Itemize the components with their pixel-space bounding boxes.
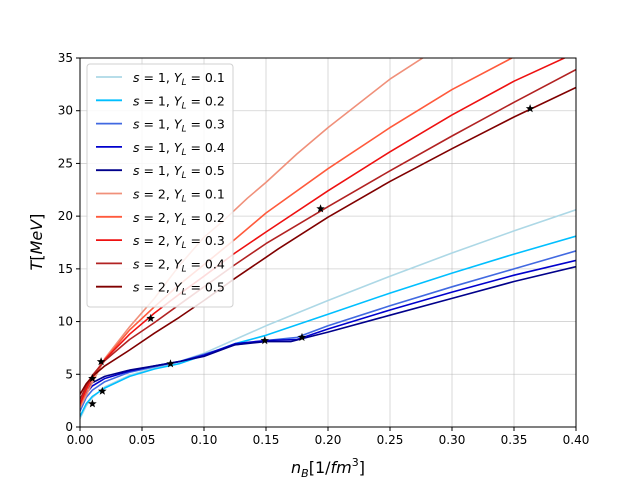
legend-entry: s = 1, YL = 0.3 [133,117,225,135]
star-marker [98,386,107,395]
x-tick-label: 0.00 [67,433,94,447]
y-tick-label: 30 [58,104,73,118]
legend-entry: s = 2, YL = 0.4 [133,256,225,274]
star-marker [96,357,106,366]
x-tick-label: 0.35 [501,433,528,447]
star-markers [88,104,535,408]
y-axis-ticks: 0 5 10 15 20 25 30 35 [58,51,80,434]
x-tick-label: 0.05 [129,433,156,447]
series-line-4 [80,259,576,408]
legend-entry: s = 1, YL = 0.5 [133,163,225,181]
star-marker [146,313,155,322]
legend-entry: s = 2, YL = 0.5 [133,280,225,298]
legend-box [86,63,234,308]
y-tick-label: 5 [65,367,73,381]
x-tick-label: 0.10 [191,433,218,447]
x-tick-label: 0.25 [377,433,404,447]
legend-entry: s = 2, YL = 0.3 [133,233,225,251]
y-tick-label: 0 [65,420,73,434]
star-marker [166,359,175,368]
legend-entry: s = 2, YL = 0.1 [133,187,225,205]
legend: s = 1, YL = 0.1 s = 1, YL = 0.2 s = 1, YL … [86,63,234,308]
x-tick-label: 0.40 [563,433,590,447]
star-marker [297,332,307,341]
star-marker [260,336,269,345]
series-line-5 [80,265,576,405]
x-tick-label: 0.30 [439,433,466,447]
x-tick-label: 0.20 [315,433,342,447]
y-tick-label: 10 [58,315,73,329]
x-tick-label: 0.15 [253,433,280,447]
y-tick-label: 20 [58,209,73,223]
x-axis-ticks: 0.00 0.05 0.10 0.15 0.20 0.25 0.30 0.35 0.40 [67,427,590,447]
legend-entry: s = 2, YL = 0.2 [133,210,225,228]
y-tick-label: 25 [58,156,73,170]
star-marker [88,374,97,383]
star-marker [525,104,535,113]
star-marker [88,399,97,408]
legend-entry: s = 1, YL = 0.4 [133,140,225,158]
y-axis-label: T[MeV] [27,214,46,271]
y-tick-label: 15 [58,262,73,276]
y-tick-label: 35 [58,51,73,65]
x-axis-label: nB[1/fm3] [291,456,365,480]
legend-entry: s = 1, YL = 0.1 [133,70,225,88]
legend-entry: s = 1, YL = 0.2 [133,93,225,111]
star-marker [316,204,325,213]
